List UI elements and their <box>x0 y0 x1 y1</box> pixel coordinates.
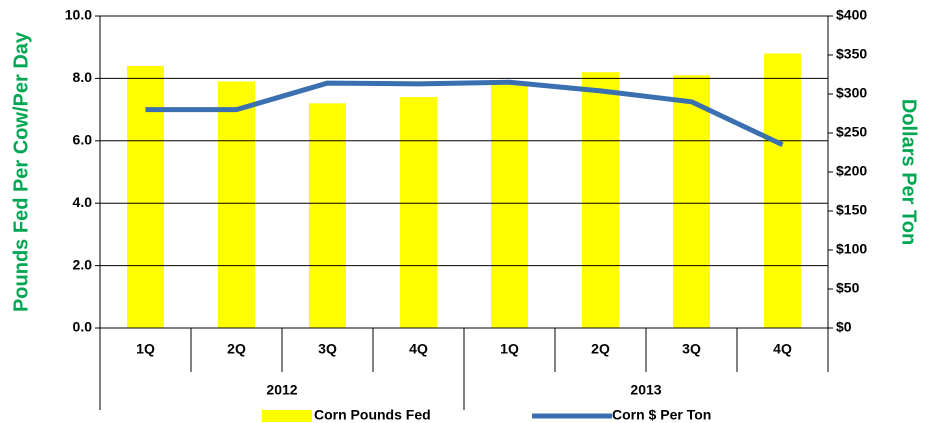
x-tick-label: 1Q <box>500 341 519 357</box>
x-tick-label: 3Q <box>682 341 701 357</box>
y-tick-label: 10.0 <box>65 7 92 23</box>
group-label: 2012 <box>266 382 297 398</box>
group-label: 2013 <box>630 382 661 398</box>
bar <box>309 103 346 328</box>
y-tick-label: 2.0 <box>73 256 93 272</box>
y2-tick-label: $100 <box>836 241 867 257</box>
y-axis-title: Pounds Fed Per Cow/Per Day <box>10 31 32 312</box>
bar <box>673 75 710 328</box>
x-tick-label: 4Q <box>773 341 792 357</box>
y2-tick-label: $50 <box>836 280 860 296</box>
y2-tick-label: $250 <box>836 124 867 140</box>
x-tick-label: 1Q <box>136 341 155 357</box>
bar <box>582 72 619 328</box>
bar <box>764 53 801 328</box>
y2-tick-label: $300 <box>836 85 867 101</box>
x-tick-label: 4Q <box>409 341 428 357</box>
y2-tick-label: $0 <box>836 319 852 335</box>
bar <box>218 81 255 329</box>
y-tick-label: 4.0 <box>73 194 93 210</box>
y2-axis-title: Dollars Per Ton <box>898 99 920 245</box>
x-tick-label: 3Q <box>318 341 337 357</box>
y2-tick-label: $200 <box>836 163 867 179</box>
legend-label: Corn Pounds Fed <box>314 407 431 423</box>
legend-swatch <box>262 410 312 422</box>
bar <box>400 97 437 329</box>
bar <box>127 65 164 329</box>
x-tick-label: 2Q <box>227 341 246 357</box>
y2-tick-label: $350 <box>836 46 867 62</box>
y2-tick-label: $400 <box>836 7 867 23</box>
y-tick-label: 8.0 <box>73 69 93 85</box>
x-tick-label: 2Q <box>591 341 610 357</box>
y-tick-label: 0.0 <box>73 319 93 335</box>
line <box>145 79 784 147</box>
y2-tick-label: $150 <box>836 202 867 218</box>
y-tick-label: 6.0 <box>73 132 93 148</box>
legend-label: Corn $ Per Ton <box>612 407 711 423</box>
bar <box>491 84 528 328</box>
